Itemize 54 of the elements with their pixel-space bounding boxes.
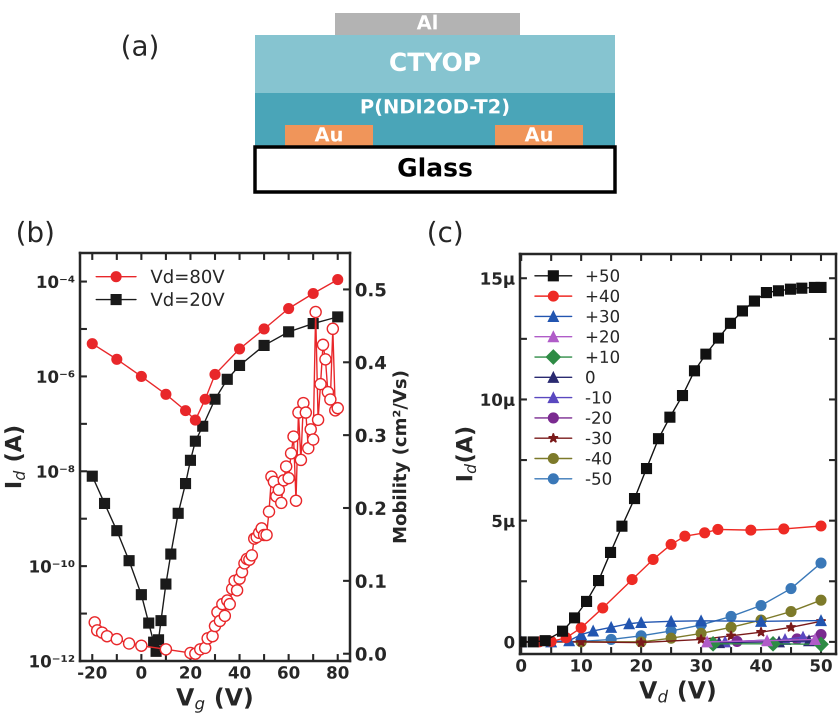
legend-label: Vd=20V [150, 292, 225, 306]
x-tick-label: 30 [690, 659, 712, 672]
y-tick-label: 10⁻⁶ [38, 370, 74, 383]
chart-title: (c) [429, 220, 462, 246]
x-axis-title: V$_{d}$ (V) [639, 680, 715, 703]
text: CTYOP [390, 52, 480, 72]
legend-label: -30 [586, 432, 612, 444]
legend-label: -50 [586, 472, 612, 485]
y2-tick-label: 0.3 [356, 428, 386, 442]
legend-label: 0 [586, 370, 594, 384]
y-tick-label: 10⁻¹⁰ [30, 560, 74, 573]
text: Glass [398, 157, 472, 177]
x-tick-label: 40 [750, 659, 772, 672]
x-tick-label: 40 [228, 666, 250, 679]
text: (a) [123, 34, 157, 60]
legend-label: Vd=80V [150, 269, 225, 284]
y2-tick-label: 0.1 [356, 574, 386, 588]
legend-label: +50 [586, 269, 620, 282]
x-tick-label: 20 [180, 666, 202, 679]
legend-label: -20 [586, 411, 612, 424]
x-tick-label: 0 [516, 659, 526, 672]
y-tick-label: 10⁻⁴ [38, 276, 74, 288]
text: Au [314, 127, 342, 142]
y2-tick-label: 0.4 [356, 356, 386, 370]
x-tick-label: 0 [136, 666, 146, 679]
x-tick-label: 80 [327, 666, 349, 679]
x-tick-label: 50 [810, 659, 832, 672]
y-tick-label: 10⁻⁸ [38, 465, 74, 478]
y-tick-label: 0 [504, 636, 514, 648]
y2-tick-label: 0.2 [356, 501, 386, 516]
y2-axis-title: Mobility (cm²/Vs) [392, 372, 410, 542]
y-tick-label: 5µ [492, 514, 515, 530]
text: Au [524, 127, 552, 142]
y2-tick-label: 0.0 [356, 647, 386, 661]
legend-label: -40 [586, 452, 612, 465]
text: Al [416, 14, 437, 30]
chart-title: (b) [18, 220, 53, 246]
y-tick-label: 10⁻¹² [30, 654, 74, 668]
legend-label: +20 [586, 330, 620, 343]
y-tick-label: 10µ [482, 393, 515, 410]
legend-label: +30 [586, 310, 620, 322]
y-axis-title: I$_{d}$ (A) [4, 426, 25, 488]
legend-label: +40 [586, 290, 620, 302]
y2-tick-label: 0.5 [356, 282, 386, 297]
x-axis-title: V$_{g}$ (V) [176, 688, 252, 713]
y-axis-title: I$_{d}$(A) [455, 428, 476, 480]
text: P(NDI2OD-T2) [362, 98, 508, 116]
x-tick-label: 20 [630, 659, 652, 672]
x-tick-label: 60 [278, 666, 300, 679]
x-tick-label: -20 [78, 666, 107, 679]
x-tick-label: 10 [571, 659, 592, 672]
legend-label: +10 [586, 350, 620, 364]
y-tick-label: 15µ [482, 272, 515, 288]
legend-label: -10 [586, 391, 612, 404]
